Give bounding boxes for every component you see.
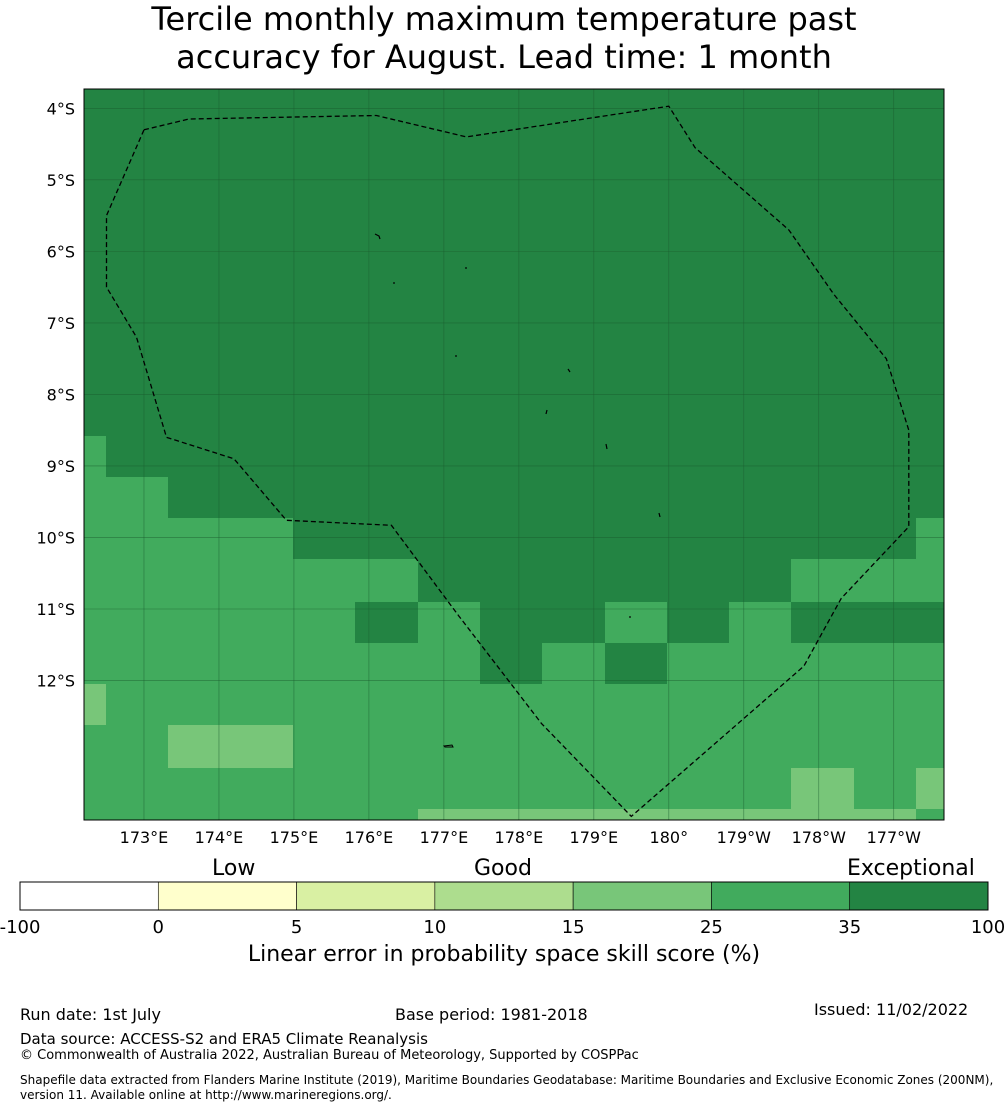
latitude-tick-label: 12°S bbox=[36, 672, 75, 691]
skill-cell bbox=[605, 684, 667, 820]
colorbar-tick-label: 35 bbox=[838, 917, 861, 938]
colorbar-segment bbox=[711, 881, 851, 911]
longitude-tick-label: 179°W bbox=[717, 828, 772, 847]
title-line-1: Tercile monthly maximum temperature past bbox=[151, 0, 857, 38]
islands bbox=[374, 233, 661, 748]
skill-cell bbox=[84, 436, 106, 820]
island bbox=[545, 409, 548, 415]
longitude-tick-label: 180° bbox=[650, 828, 689, 847]
skill-cell bbox=[916, 518, 944, 559]
longitude-tick-label: 177°W bbox=[867, 828, 922, 847]
skill-cell bbox=[168, 725, 293, 768]
colorbar-segment bbox=[572, 881, 712, 911]
skill-cell bbox=[542, 643, 605, 820]
longitude-labels: 173°E 174°E 175°E 176°E 177°E 178°E 179°E 180° 1… bbox=[120, 828, 921, 847]
skill-cell bbox=[84, 684, 106, 725]
island bbox=[393, 282, 395, 284]
colorbar-tick-label: -100 bbox=[0, 917, 40, 938]
island bbox=[629, 616, 631, 618]
colorbar-frame bbox=[19, 881, 989, 911]
longitude-tick-label: 176°E bbox=[345, 828, 394, 847]
island bbox=[374, 233, 381, 240]
island bbox=[442, 744, 454, 748]
colorbar-tick-label: 5 bbox=[291, 917, 302, 938]
colorbar-tick-labels: -100 0 5 10 15 25 35 100 bbox=[0, 917, 1005, 938]
title-line-2: accuracy for August. Lead time: 1 month bbox=[176, 38, 832, 76]
longitude-tick-label: 175°E bbox=[270, 828, 319, 847]
colorbar-segment bbox=[19, 881, 159, 911]
colorbar-tick-label: 0 bbox=[153, 917, 164, 938]
latitude-tick-label: 8°S bbox=[47, 385, 75, 404]
category-good: Good bbox=[474, 856, 532, 881]
map-title: Tercile monthly maximum temperature past… bbox=[0, 0, 1008, 76]
category-low: Low bbox=[212, 856, 256, 881]
base-period: Base period: 1981-2018 bbox=[395, 1005, 588, 1024]
issued-date: Issued: 11/02/2022 bbox=[814, 1000, 969, 1019]
longitude-tick-label: 174°E bbox=[195, 828, 244, 847]
skill-grid-cells bbox=[84, 89, 944, 820]
latitude-tick-label: 9°S bbox=[47, 457, 75, 476]
colorbar-segment bbox=[157, 881, 297, 911]
skill-cell bbox=[418, 809, 916, 820]
island bbox=[455, 355, 457, 357]
latitude-tick-label: 5°S bbox=[47, 171, 75, 190]
skill-cell bbox=[729, 602, 791, 643]
island bbox=[567, 368, 571, 373]
skill-cell bbox=[791, 768, 854, 820]
skill-cell bbox=[480, 684, 542, 820]
colorbar-tick-label: 10 bbox=[423, 917, 446, 938]
latitude-tick-label: 6°S bbox=[47, 242, 75, 261]
longitude-tick-label: 178°E bbox=[495, 828, 544, 847]
colorbar bbox=[19, 881, 989, 911]
skill-cell bbox=[605, 602, 667, 643]
shapefile-credit: Shapefile data extracted from Flanders M… bbox=[20, 1073, 994, 1102]
eez-boundary bbox=[105, 105, 910, 818]
skill-cell bbox=[106, 477, 168, 820]
skill-cell bbox=[231, 602, 355, 820]
skill-cell bbox=[355, 559, 418, 602]
run-date: Run date: 1st July bbox=[20, 1005, 161, 1024]
colorbar-tick-label: 25 bbox=[700, 917, 723, 938]
island bbox=[605, 443, 608, 450]
skill-cell bbox=[791, 559, 944, 602]
latitude-tick-label: 4°S bbox=[47, 99, 75, 118]
colorbar-segment bbox=[434, 881, 574, 911]
copyright: © Commonwealth of Australia 2022, Austra… bbox=[20, 1048, 639, 1063]
longitude-tick-label: 179°E bbox=[570, 828, 619, 847]
skill-map: 173°E 174°E 175°E 176°E 177°E 178°E 179°E 180° 1… bbox=[0, 88, 1005, 938]
map-frame bbox=[83, 88, 945, 821]
graticule bbox=[84, 89, 944, 820]
longitude-tick-label: 177°E bbox=[420, 828, 469, 847]
island bbox=[465, 267, 467, 269]
latitude-tick-label: 10°S bbox=[36, 528, 75, 547]
longitude-tick-label: 173°E bbox=[120, 828, 169, 847]
data-source: Data source: ACCESS-S2 and ERA5 Climate … bbox=[20, 1030, 428, 1048]
colorbar-tick-label: 15 bbox=[562, 917, 585, 938]
latitude-tick-label: 11°S bbox=[36, 600, 75, 619]
longitude-tick-label: 178°W bbox=[792, 828, 847, 847]
skill-cell bbox=[355, 643, 480, 820]
colorbar-tick-label: 100 bbox=[971, 917, 1005, 938]
colorbar-segment bbox=[296, 881, 436, 911]
colorbar-label: Linear error in probability space skill … bbox=[247, 942, 761, 967]
skill-cell bbox=[916, 768, 944, 809]
colorbar-segment bbox=[849, 881, 989, 911]
category-exceptional: Exceptional bbox=[847, 856, 975, 881]
latitude-tick-label: 7°S bbox=[47, 314, 75, 333]
latitude-labels: 4°S 5°S 6°S 7°S 8°S 9°S 10°S 11°S 12°S bbox=[36, 99, 75, 690]
island bbox=[658, 512, 661, 518]
